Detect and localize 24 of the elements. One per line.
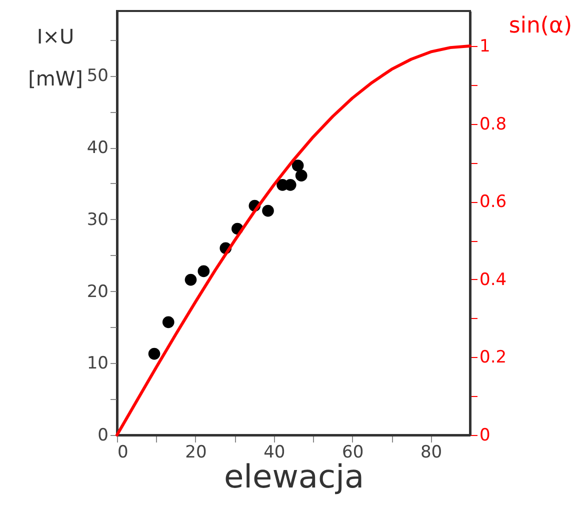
y-tick-label: 40 [86, 138, 108, 158]
point [184, 274, 197, 286]
point [162, 316, 174, 328]
point [148, 348, 160, 360]
x-tick-label: 80 [420, 442, 442, 462]
point [292, 160, 304, 172]
y-axis-title: I×U [mW] [28, 24, 83, 90]
y-tick-label: 0 [98, 426, 108, 446]
y2-tick-label: 0.4 [480, 270, 507, 290]
y-tick-label: 10 [86, 354, 108, 374]
y2-tick-label: 1 [480, 36, 490, 57]
y2-axis-title: sin(α) [508, 14, 572, 38]
y2-tick-label: 0 [480, 426, 490, 446]
point [198, 265, 210, 278]
y2-tick-label: 0.8 [480, 114, 507, 134]
y-tick-label: 20 [86, 282, 108, 302]
y2-tick-label: 0.2 [480, 348, 507, 368]
point [262, 204, 274, 217]
x-tick-label: 20 [185, 442, 207, 462]
point [295, 170, 308, 182]
y2-tick-label: 0.6 [480, 192, 507, 212]
y-tick-label: 50 [86, 66, 108, 86]
y-tick-label: 30 [86, 210, 108, 230]
x-tick-label: 0 [118, 442, 128, 462]
